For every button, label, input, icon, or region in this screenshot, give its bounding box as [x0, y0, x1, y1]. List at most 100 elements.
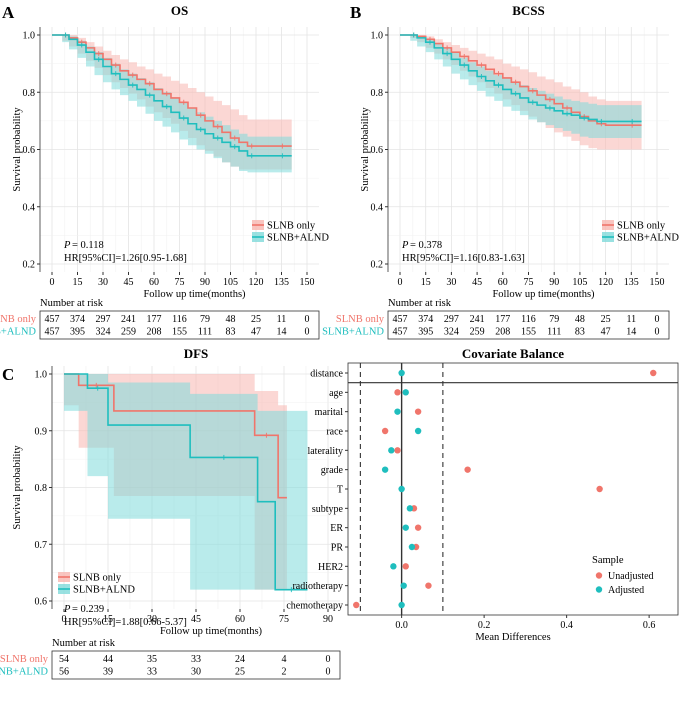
legend: Sample Unadjusted Adjusted [592, 555, 654, 596]
p-value: = 0.118 [72, 240, 104, 251]
y-tick-label: 0.8 [35, 483, 48, 494]
risk-value: 457 [393, 314, 408, 325]
covariate-label: marital [315, 407, 344, 418]
point-adjusted-chemotherapy [398, 601, 405, 609]
point-adjusted-ER [402, 524, 409, 531]
legend-label: SLNB+ALND [267, 233, 329, 244]
chart-title: OS [171, 3, 188, 18]
hazard-ratio: HR[95%CI]=1.16[0.83-1.63] [402, 253, 525, 264]
x-axis-title: Follow up time(months) [160, 626, 263, 637]
risk-value: 116 [172, 314, 187, 325]
panel-letter: B [350, 3, 361, 22]
x-axis-title: Mean Differences [475, 632, 550, 643]
covariate-label: laterality [307, 446, 343, 457]
legend-label: SLNB only [73, 573, 122, 584]
y-tick-label: 0.8 [23, 88, 36, 99]
legend-title: Sample [592, 555, 624, 566]
legend-label: SLNB only [617, 221, 666, 232]
risk-value: 35 [147, 654, 157, 665]
point-unadjusted-grade [464, 466, 471, 473]
covariate-label: T [337, 485, 343, 496]
risk-row-label: SLNB only [0, 654, 49, 665]
x-tick-label: 30 [446, 277, 456, 288]
risk-table-title: Number at risk [388, 298, 452, 309]
y-tick-label: 0.4 [371, 202, 384, 213]
covariate-label: grade [321, 465, 344, 476]
covariate-label: HER2 [318, 562, 343, 573]
risk-value: 0 [655, 314, 660, 325]
legend-label: SLNB+ALND [73, 585, 135, 596]
risk-value: 54 [59, 654, 69, 665]
risk-table-box [387, 310, 670, 340]
x-tick-label: 30 [98, 277, 108, 288]
covariate-label: distance [310, 369, 343, 380]
covariate-label: ER [330, 523, 343, 534]
risk-value: 33 [191, 654, 201, 665]
covariate-label: chemotherapy [286, 601, 343, 612]
x-tick-label: 75 [279, 614, 289, 625]
risk-value: 297 [96, 314, 111, 325]
survival-line-slnb [64, 373, 287, 499]
risk-value: 0 [326, 667, 331, 678]
point-adjusted-subtype [406, 505, 414, 512]
survival-line-alnd [64, 373, 308, 591]
panel-a: A OS 0.2 0.4 0.6 0.8 1.0 0 15 30 45 60 75 90 105 120 135… [0, 3, 329, 340]
covariate-label: subtype [312, 504, 344, 515]
point-unadjusted-T [596, 485, 603, 493]
risk-row-label: SLNB only [336, 314, 385, 325]
panel-letter: C [2, 365, 14, 384]
risk-value: 47 [251, 327, 261, 338]
x-tick-label: 60 [235, 614, 245, 625]
chart-title: BCSS [512, 3, 545, 18]
point-adjusted-grade [381, 466, 389, 473]
covariate-label: age [329, 388, 343, 399]
panel-letter: A [2, 3, 15, 22]
risk-value: 374 [418, 314, 433, 325]
y-tick-label: 0.6 [371, 145, 384, 156]
x-tick-label: 75 [175, 277, 185, 288]
x-tick-label: 45 [191, 614, 201, 625]
risk-value: 25 [601, 314, 611, 325]
risk-row-label: SLNB+ALND [0, 327, 36, 338]
legend-label: Adjusted [608, 585, 644, 596]
hazard-ratio: HR[95%CI]=1.88[0.66-5.37] [64, 617, 187, 628]
x-tick-label: 0 [62, 614, 67, 625]
x-tick-label: 0.6 [643, 620, 656, 631]
legend-label: SLNB+ALND [617, 233, 679, 244]
point-adjusted-T [398, 485, 405, 493]
risk-value: 11 [277, 314, 287, 325]
y-tick-label: 1.0 [23, 31, 36, 42]
risk-value: 208 [147, 327, 162, 338]
y-tick-label: 0.6 [23, 145, 36, 156]
y-tick-label: 0.7 [35, 540, 48, 551]
legend-key-point [595, 572, 603, 579]
point-unadjusted-laterality [394, 447, 401, 454]
point-adjusted-marital [394, 408, 401, 415]
x-tick-label: 105 [223, 277, 238, 288]
risk-value: 395 [418, 327, 433, 338]
risk-value: 11 [626, 314, 636, 325]
covariate-label: race [326, 427, 343, 438]
risk-table-box [39, 310, 320, 340]
risk-value: 25 [251, 314, 261, 325]
y-tick-label: 0.8 [371, 88, 384, 99]
risk-value: 177 [495, 314, 510, 325]
risk-value: 155 [172, 327, 187, 338]
x-axis-title: Follow up time(months) [143, 289, 246, 300]
risk-value: 111 [547, 327, 561, 338]
legend-key-point [595, 586, 603, 593]
chart-title: DFS [184, 346, 209, 361]
x-tick-label: 60 [498, 277, 508, 288]
x-tick-label: 90 [200, 277, 210, 288]
risk-value: 24 [235, 654, 245, 665]
risk-row-label: SLNB only [0, 314, 37, 325]
point-unadjusted-marital [414, 408, 422, 415]
legend-label: SLNB only [267, 221, 316, 232]
